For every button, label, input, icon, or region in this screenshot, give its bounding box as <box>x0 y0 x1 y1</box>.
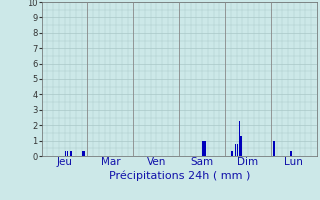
Bar <box>231 151 233 156</box>
Bar <box>67 151 68 156</box>
Bar <box>82 151 84 156</box>
Bar <box>84 151 85 156</box>
Bar <box>202 141 204 156</box>
Bar <box>65 151 66 156</box>
Bar <box>236 144 238 156</box>
Bar <box>204 141 206 156</box>
Bar <box>240 136 242 156</box>
Bar <box>70 151 72 156</box>
Bar <box>235 144 236 156</box>
X-axis label: Précipitations 24h ( mm ): Précipitations 24h ( mm ) <box>108 170 250 181</box>
Bar <box>273 141 275 156</box>
Bar <box>238 121 240 156</box>
Bar <box>290 151 292 156</box>
